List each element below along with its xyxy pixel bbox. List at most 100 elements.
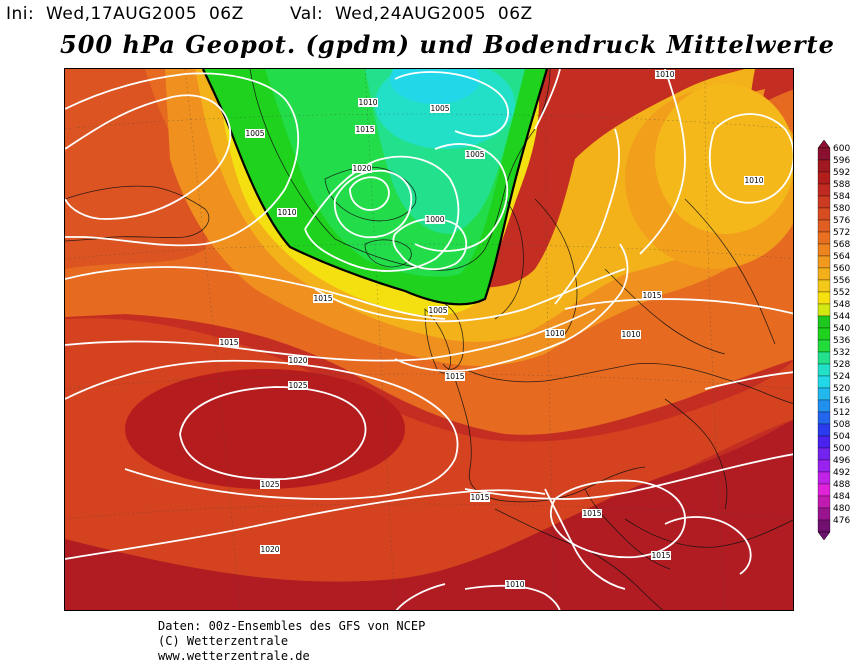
- colorbar-label: 584: [833, 192, 850, 202]
- colorbar: 600 596 592 588 584 580 576 572 568 564 560 556 552 5…: [817, 140, 850, 540]
- isobar-label: 1005: [428, 306, 447, 315]
- isobar-label-bg: [355, 125, 375, 134]
- colorbar-swatch: [817, 459, 831, 473]
- colorbar-swatch: [817, 507, 831, 521]
- colorbar-swatch: [817, 243, 831, 257]
- colorbar-label: 500: [833, 444, 850, 454]
- chart-title: 500 hPa Geopot. (gpdm) und Bodendruck Mi…: [60, 30, 835, 59]
- isobar-label-bg: [352, 164, 372, 173]
- data-credits: Daten: 00z-Ensembles des GFS von NCEP (C…: [158, 619, 425, 664]
- isobar-label-bg: [288, 356, 308, 365]
- colorbar-label: 596: [833, 156, 850, 166]
- colorbar-label: 544: [833, 312, 850, 322]
- field-592: [65, 420, 793, 610]
- colorbar-swatch: [817, 183, 831, 197]
- isobar-label: 1010: [545, 329, 564, 338]
- colorbar-swatch: [817, 255, 831, 269]
- colorbar-swatch: [817, 315, 831, 329]
- isobar-label: 1010: [744, 176, 763, 185]
- colorbar-swatch: [817, 327, 831, 341]
- credits-line-website: www.wetterzentrale.de: [158, 649, 310, 663]
- isobar-label: 1015: [355, 125, 374, 134]
- colorbar-swatch: [817, 171, 831, 185]
- isobar-label: 1010: [358, 98, 377, 107]
- credits-line-copyright: (C) Wetterzentrale: [158, 634, 289, 648]
- isobar-lines: [65, 69, 793, 610]
- colorbar-swatch: [817, 339, 831, 353]
- colorbar-swatch: [817, 471, 831, 485]
- colorbar-label: 516: [833, 396, 850, 406]
- isobar-label-bg: [744, 176, 764, 185]
- colorbar-label: 572: [833, 228, 850, 238]
- isobar-label: 1015: [582, 509, 601, 518]
- colorbar-swatch: [817, 279, 831, 293]
- isobar-label-bg: [219, 338, 239, 347]
- field-524: [390, 69, 480, 104]
- isobar-label: 1015: [642, 291, 661, 300]
- isobar-label-bg: [245, 129, 265, 138]
- init-time-label: Ini: Wed,17AUG2005 06Z: [6, 4, 244, 24]
- isobar-label-bg: [277, 208, 297, 217]
- isobar-label-bg: [465, 150, 485, 159]
- colorbar-label: 600: [833, 144, 850, 154]
- colorbar-label: 580: [833, 204, 850, 214]
- colorbar-label: 508: [833, 420, 850, 430]
- colorbar-swatch: [817, 519, 831, 533]
- colorbar-label: 532: [833, 348, 850, 358]
- isobar-label-bg: [621, 330, 641, 339]
- colorbar-label: 524: [833, 372, 850, 382]
- isobar-label: 1015: [313, 294, 332, 303]
- isobar-label: 1015: [651, 551, 670, 560]
- isobar-label-bg: [313, 294, 333, 303]
- colorbar-swatch: [817, 231, 831, 245]
- colorbar-swatch: [817, 195, 831, 209]
- colorbar-swatch: [817, 411, 831, 425]
- colorbar-label: 496: [833, 456, 850, 466]
- isobar-label-bg: [545, 329, 565, 338]
- isobar-label: 1020: [288, 356, 307, 365]
- isobar-label-bg: [505, 580, 525, 589]
- colorbar-swatch: [817, 291, 831, 305]
- isobar-label-bg: [445, 372, 465, 381]
- isobar-label: 1025: [260, 480, 279, 489]
- colorbar-arrow-top: [817, 140, 831, 149]
- isobar-label-bg: [425, 215, 445, 224]
- colorbar-label: 556: [833, 276, 850, 286]
- isobar-label-bg: [430, 104, 450, 113]
- colorbar-arrow-bottom: [817, 531, 831, 540]
- isobar-label: 1020: [352, 164, 371, 173]
- isobar-label-bg: [288, 381, 308, 390]
- isobar-label: 1010: [621, 330, 640, 339]
- isobar-label: 1010: [277, 208, 296, 217]
- colorbar-label: 592: [833, 168, 850, 178]
- valid-time-label: Val: Wed,24AUG2005 06Z: [290, 4, 533, 24]
- colorbar-label: 520: [833, 384, 850, 394]
- colorbar-label: 488: [833, 480, 850, 490]
- colorbar-swatch: [817, 387, 831, 401]
- field-576: [65, 69, 793, 435]
- isobar-label: 1005: [430, 104, 449, 113]
- isobar-label-bg: [470, 493, 490, 502]
- isobar-label-bg: [582, 509, 602, 518]
- isobar-label-bg: [642, 291, 662, 300]
- isobar-label-bg: [655, 70, 675, 79]
- isobar-label-bg: [358, 98, 378, 107]
- trough-outline: [202, 69, 549, 306]
- isobar-label-bg: [428, 306, 448, 315]
- colorbar-swatch: [817, 351, 831, 365]
- colorbar-label: 504: [833, 432, 850, 442]
- colorbar-swatch: [817, 435, 831, 449]
- isobar-labels: 1010 1005 1015 1020 1010 1005 1005 1000 1010 1010…: [219, 70, 764, 589]
- isobar-label: 1005: [465, 150, 484, 159]
- colorbar-swatch: [817, 159, 831, 173]
- isobar-label: 1015: [219, 338, 238, 347]
- colorbar-swatch: [817, 423, 831, 437]
- field-560-ne: [655, 84, 793, 234]
- colorbar-swatch: [817, 399, 831, 413]
- isobar-label: 1015: [445, 372, 464, 381]
- colorbar-swatch: [817, 303, 831, 317]
- colorbar-label: 560: [833, 264, 850, 274]
- colorbar-swatch: [817, 219, 831, 233]
- colorbar-label: 540: [833, 324, 850, 334]
- isobar-label: 1025: [288, 381, 307, 390]
